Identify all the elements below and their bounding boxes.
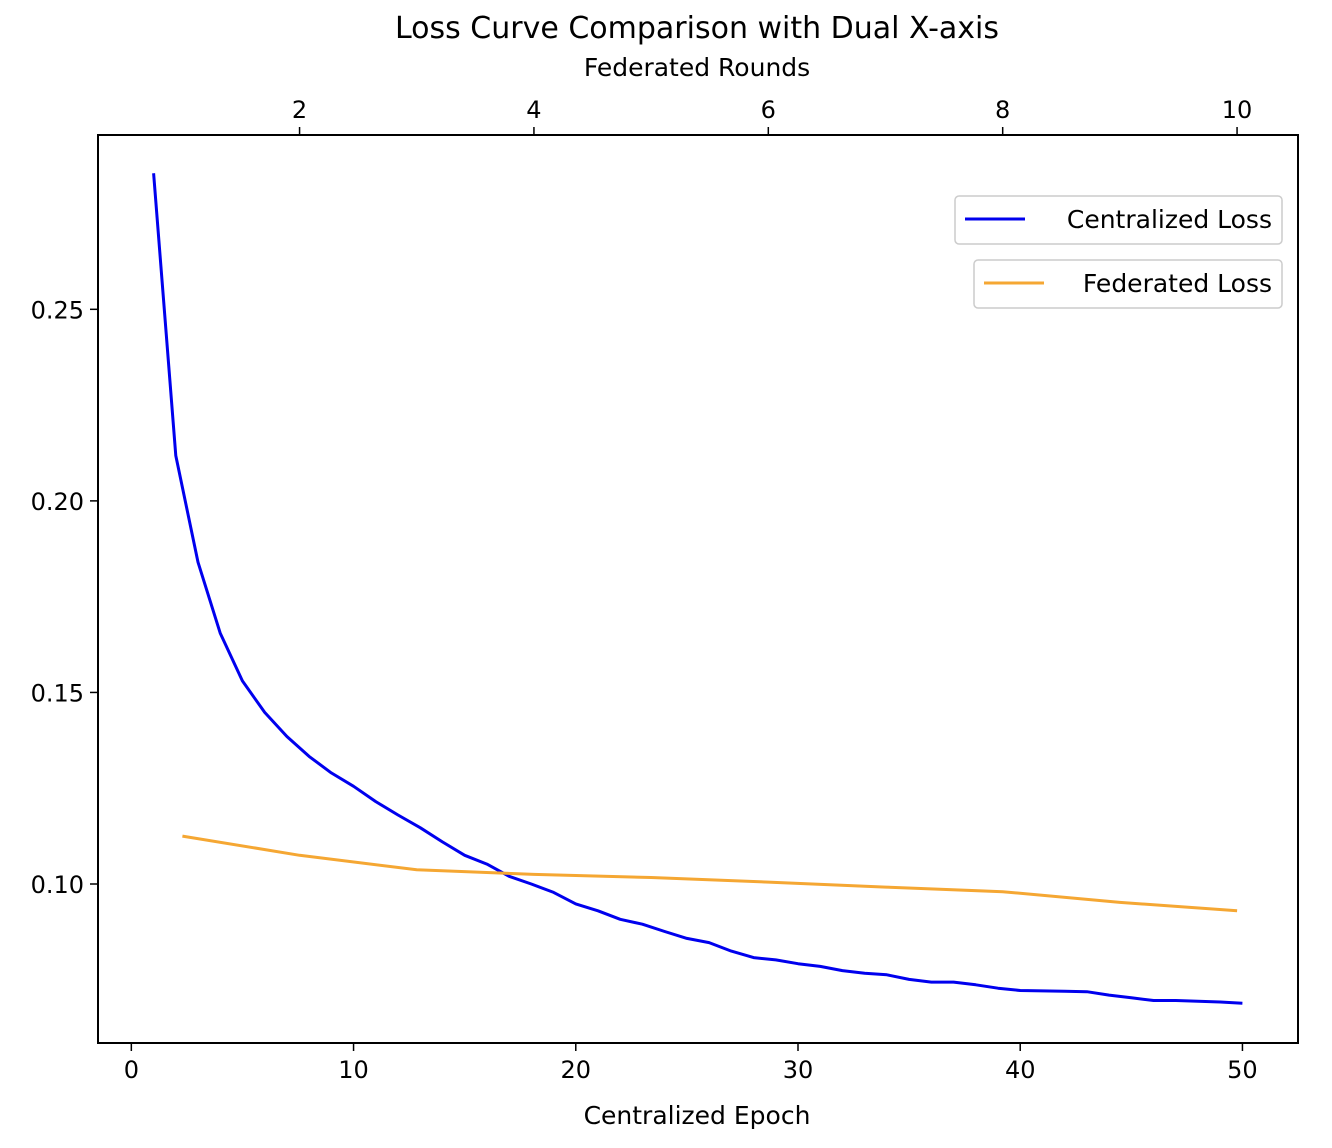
series-lines xyxy=(152,173,1243,1005)
series-line-0 xyxy=(152,173,1243,1005)
x-tick-label: 40 xyxy=(1005,1056,1036,1084)
plot-frame xyxy=(97,134,1299,1044)
legend-label-federated: Federated Loss xyxy=(1083,269,1272,298)
axis-ticks: 0 10 20 30 40 50 2 4 6 8 10 0.10 0.15 0.20 0.25 xyxy=(31,96,1258,1084)
x-tick-label: 20 xyxy=(561,1056,592,1084)
legend-box-centralized xyxy=(954,195,1283,245)
x2-tick-label: 10 xyxy=(1222,96,1253,124)
x2-tick-label: 2 xyxy=(292,96,307,124)
x-tick-label: 10 xyxy=(338,1056,369,1084)
x2-tick-label: 8 xyxy=(995,96,1010,124)
bottom-x-axis-label: Centralized Epoch xyxy=(584,1101,811,1130)
y-tick-label: 0.15 xyxy=(31,679,84,707)
chart-title: Loss Curve Comparison with Dual X-axis xyxy=(395,11,999,46)
x2-tick-label: 6 xyxy=(761,96,776,124)
y-tick-label: 0.20 xyxy=(31,488,84,516)
legend-box-federated xyxy=(973,259,1283,309)
legend-centralized: Centralized Loss xyxy=(954,195,1283,245)
legend-label-centralized: Centralized Loss xyxy=(1067,205,1272,234)
x-tick-label: 0 xyxy=(124,1056,139,1084)
x-tick-label: 30 xyxy=(783,1056,814,1084)
y-tick-label: 0.10 xyxy=(31,871,84,899)
y-tick-label: 0.25 xyxy=(31,296,84,324)
legend-federated: Federated Loss xyxy=(973,259,1283,309)
x-tick-label: 50 xyxy=(1227,1056,1258,1084)
x2-tick-label: 4 xyxy=(526,96,541,124)
series-line-1 xyxy=(182,834,1238,913)
top-x-axis-label: Federated Rounds xyxy=(584,53,810,82)
